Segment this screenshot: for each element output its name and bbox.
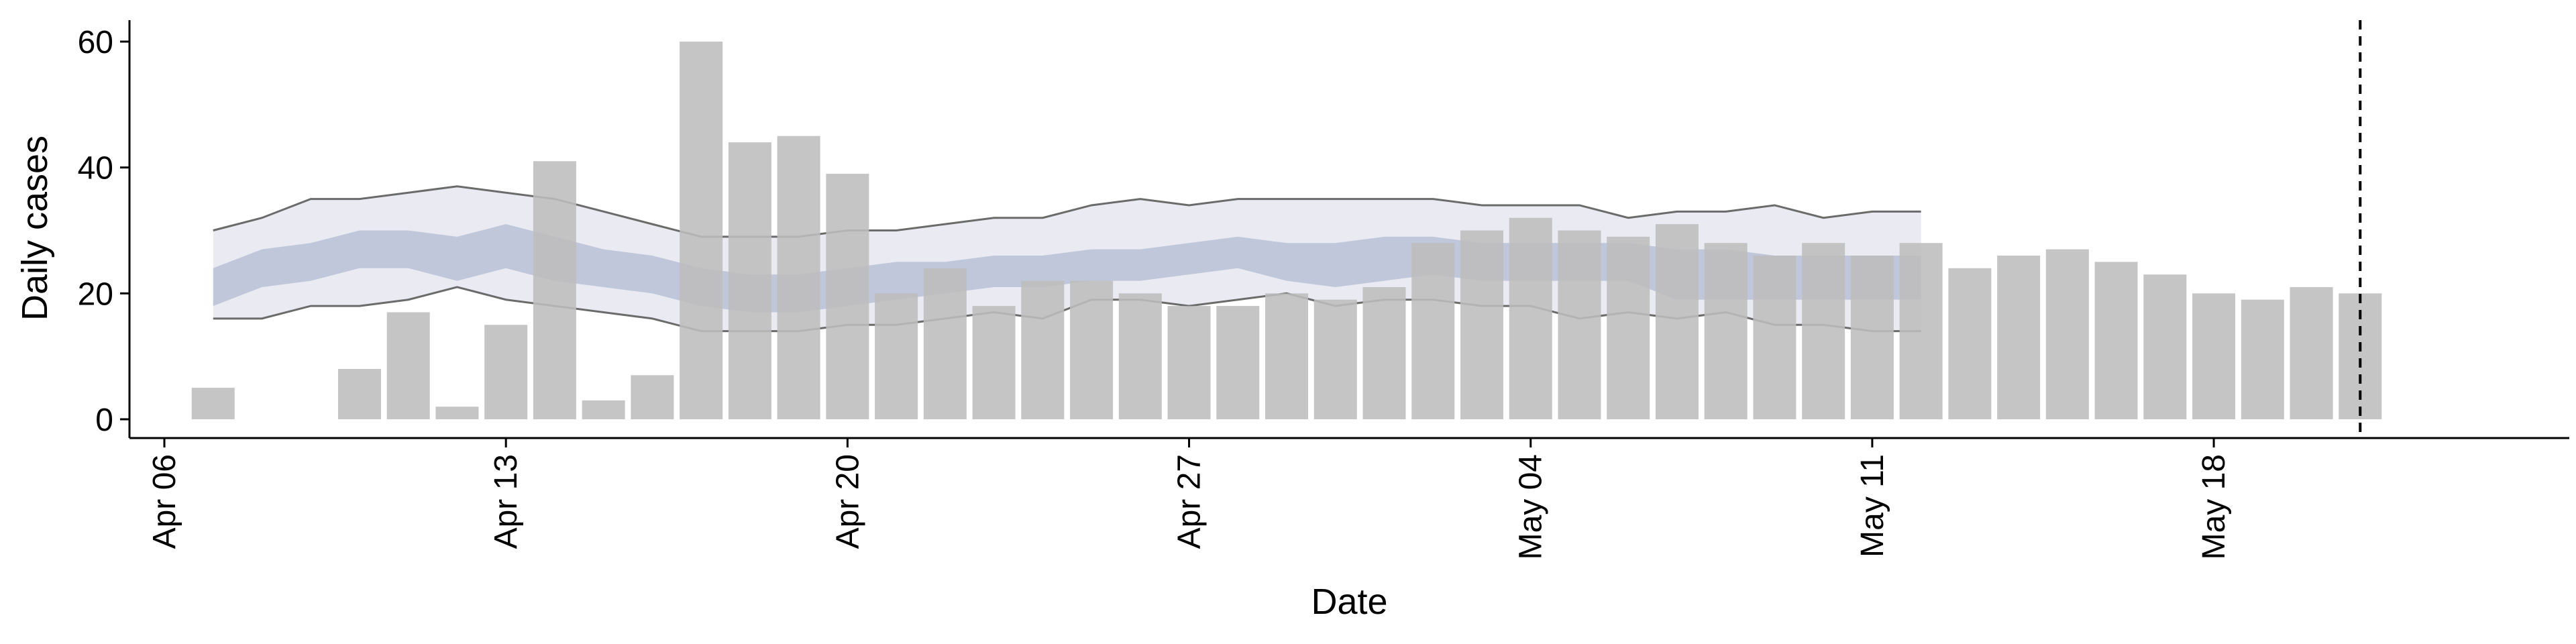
y-axis-label: Daily cases	[15, 136, 55, 321]
bar	[533, 161, 576, 420]
y-tick-label: 0	[95, 402, 113, 438]
bar	[826, 174, 869, 419]
bar	[2192, 293, 2236, 419]
bar	[777, 136, 820, 419]
bar	[2290, 286, 2333, 419]
x-tick-label: May 18	[2196, 454, 2232, 559]
bar	[1167, 306, 1211, 419]
bar	[1655, 224, 1699, 419]
bar	[2143, 274, 2187, 419]
bar	[1704, 243, 1748, 419]
x-tick-label: Apr 20	[830, 454, 865, 549]
bar	[1509, 217, 1552, 419]
bar	[1802, 243, 1845, 419]
bar	[1460, 230, 1503, 419]
bar	[972, 306, 1016, 419]
x-tick-label: May 04	[1513, 454, 1549, 559]
bar	[1948, 268, 1992, 419]
y-tick-label: 60	[78, 25, 113, 60]
bar	[1997, 256, 2041, 419]
bar	[386, 312, 430, 419]
x-axis-label: Date	[1311, 582, 1387, 622]
bar	[337, 368, 381, 419]
bar	[875, 293, 918, 419]
bar	[1021, 280, 1065, 419]
bar	[1118, 293, 1162, 419]
bar	[728, 142, 771, 419]
bar	[191, 388, 235, 419]
y-tick-label: 40	[78, 151, 113, 186]
bar	[1850, 256, 1894, 419]
bar	[1753, 256, 1796, 419]
bar	[923, 268, 967, 419]
bar	[1265, 293, 1309, 419]
bar	[1070, 280, 1114, 419]
x-tick-label: Apr 13	[488, 454, 524, 549]
bar	[1411, 243, 1455, 419]
bar	[680, 42, 723, 419]
bar	[1362, 286, 1406, 419]
bar	[1607, 236, 1650, 419]
bar	[582, 400, 625, 419]
bar	[2094, 262, 2138, 419]
bar	[1558, 230, 1601, 419]
bar	[1313, 299, 1357, 419]
x-tick-label: Apr 27	[1172, 454, 1208, 549]
y-tick-label: 20	[78, 276, 113, 312]
axis-layer: 0 20 40 60 Apr 06 Apr 13 Apr 20 Apr 27 May 04 May…	[78, 20, 2569, 559]
band-upper-line	[213, 185, 1921, 238]
bar	[1899, 243, 1943, 419]
bar	[2045, 249, 2089, 419]
x-tick-label: May 11	[1855, 454, 1890, 557]
bar-layer	[191, 42, 2382, 420]
bar	[484, 325, 528, 419]
bar	[1216, 306, 1260, 419]
x-tick-label: Apr 06	[147, 454, 182, 549]
bar	[435, 407, 479, 419]
bar	[2241, 299, 2284, 419]
bar	[631, 375, 674, 419]
